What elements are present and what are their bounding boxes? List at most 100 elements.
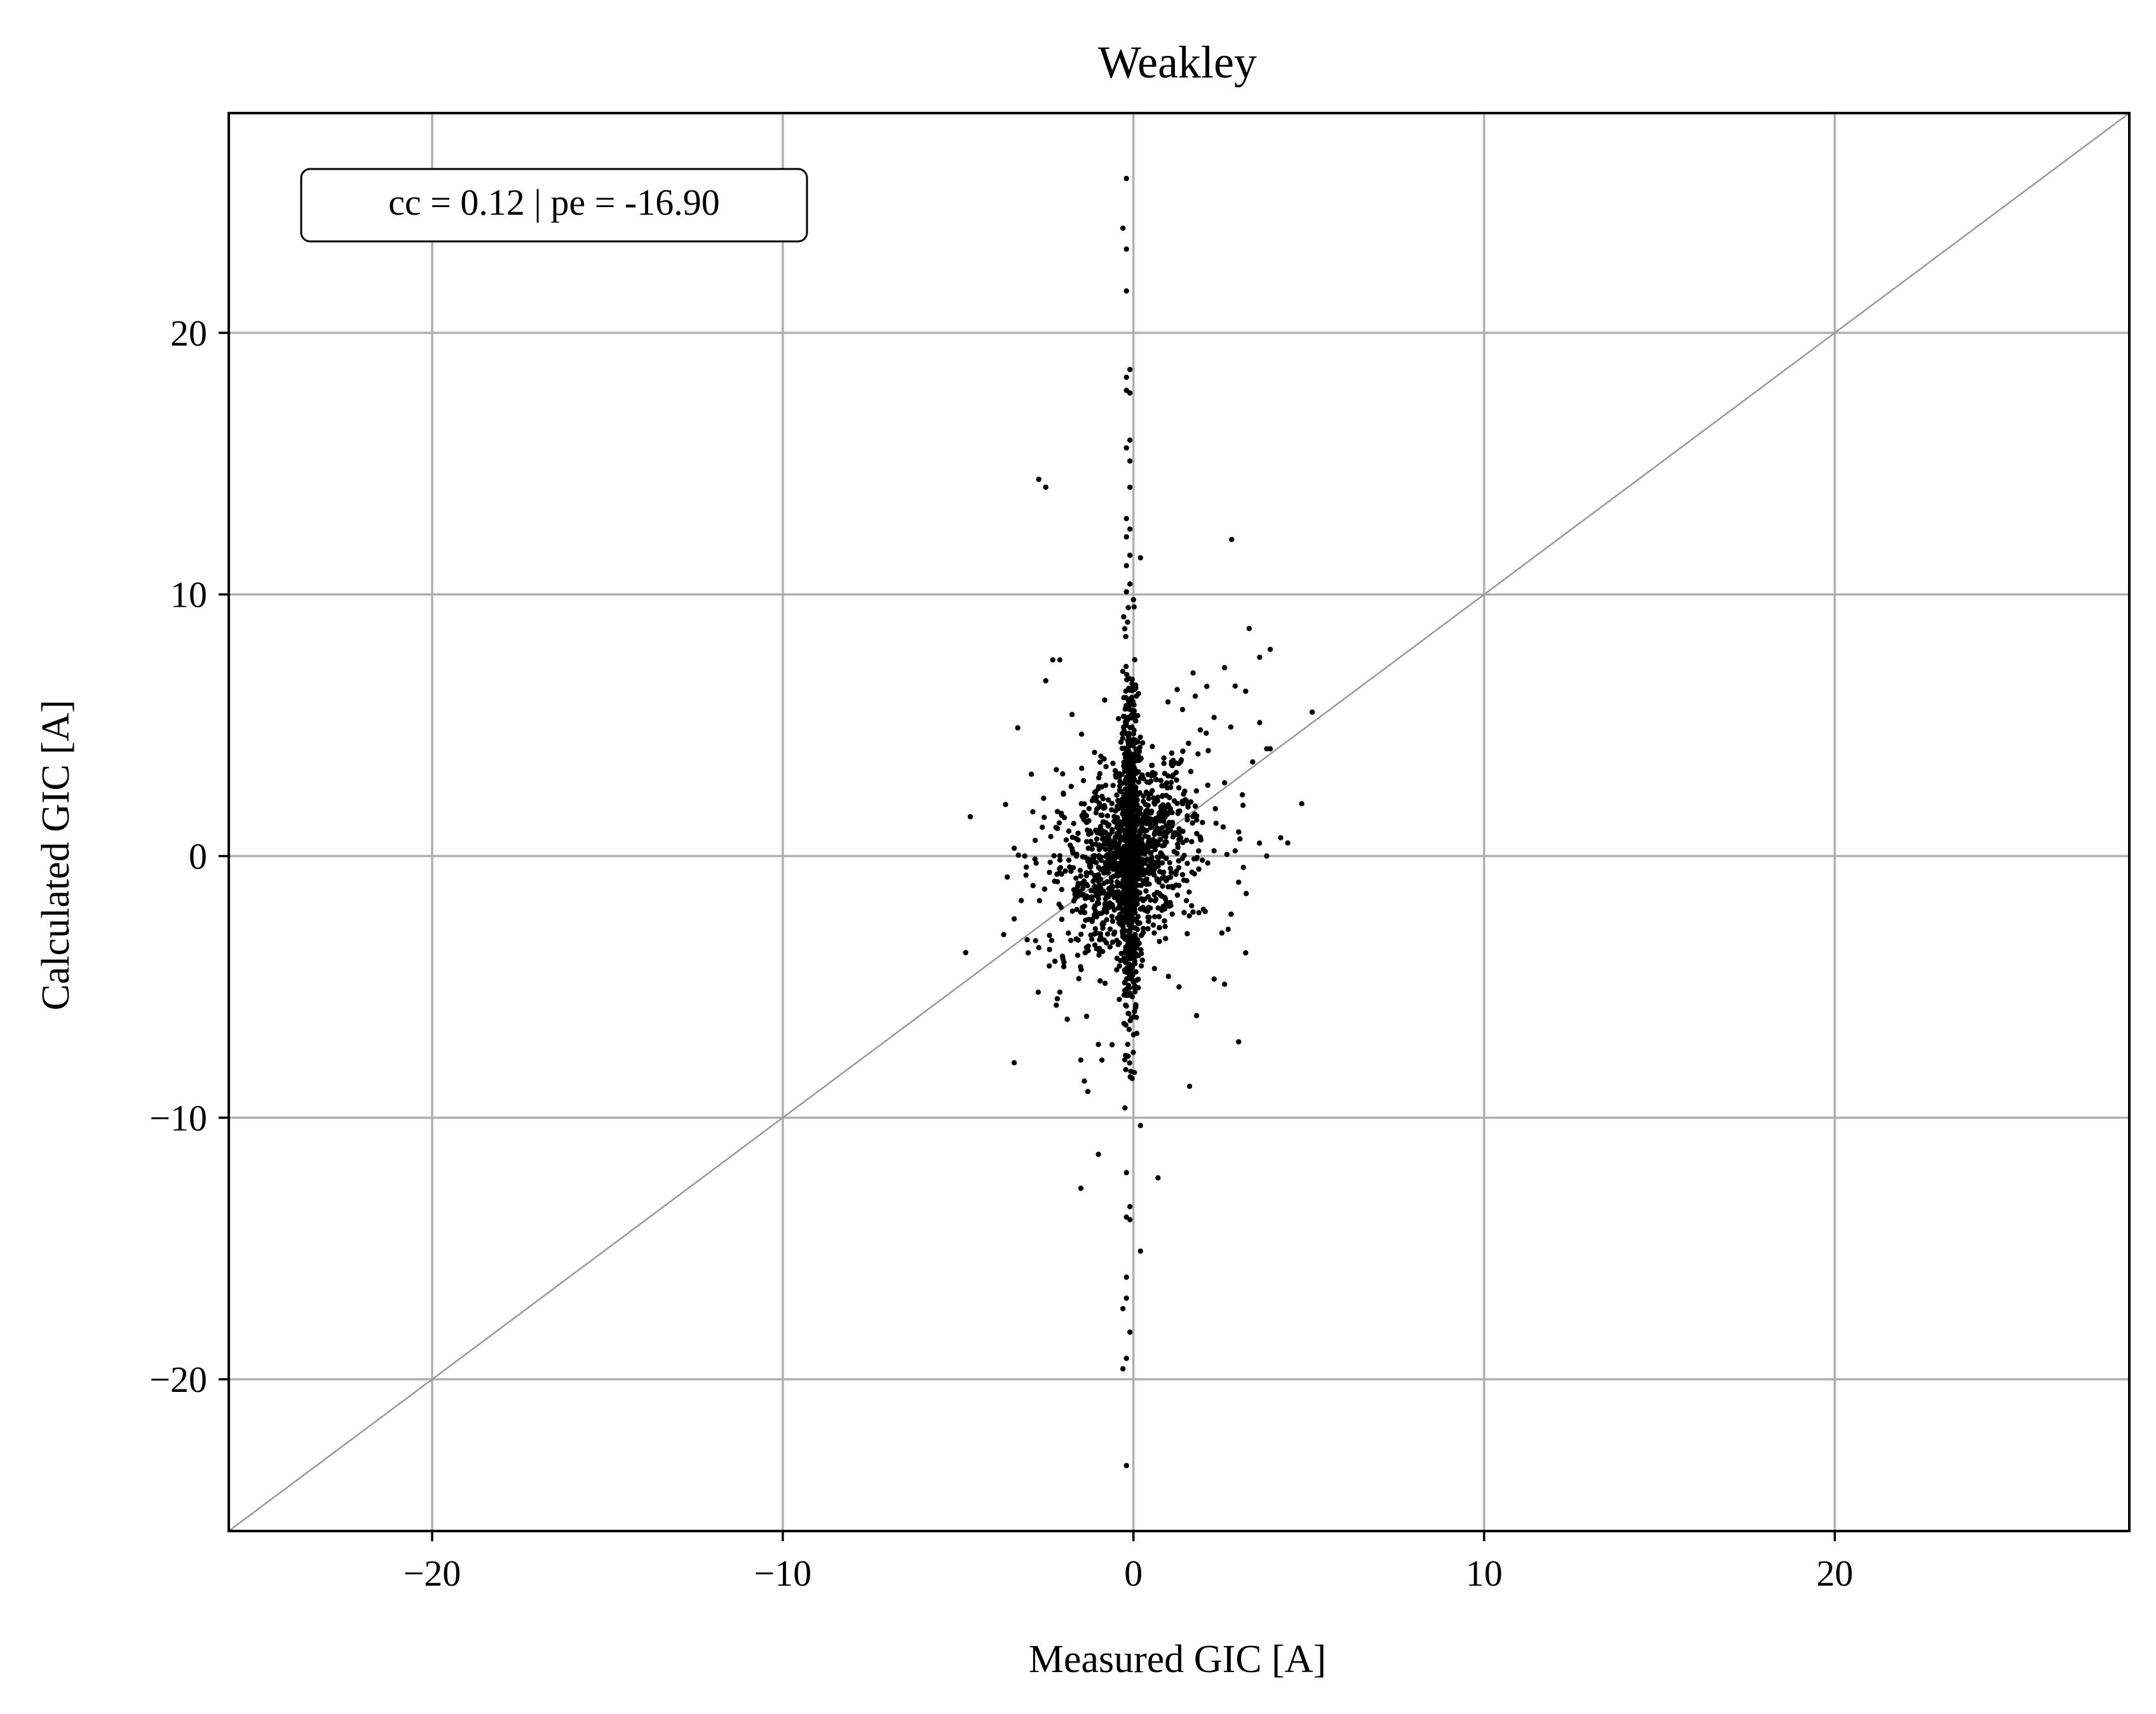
data-point xyxy=(1054,767,1059,773)
data-point xyxy=(1125,864,1131,870)
data-point xyxy=(1170,820,1176,826)
data-point xyxy=(1154,863,1160,870)
data-point xyxy=(1128,896,1134,902)
data-point xyxy=(1011,846,1017,851)
data-point xyxy=(1083,873,1090,879)
data-point xyxy=(1194,830,1200,837)
data-point xyxy=(1257,720,1263,725)
data-point xyxy=(1132,713,1138,720)
data-point xyxy=(1123,445,1129,451)
data-point xyxy=(1133,1004,1139,1011)
data-point xyxy=(1137,555,1144,561)
data-point xyxy=(1109,914,1115,919)
data-point xyxy=(1123,516,1129,522)
data-point xyxy=(1195,751,1201,757)
data-point xyxy=(1164,875,1170,882)
data-point xyxy=(1115,893,1121,899)
data-point xyxy=(1170,834,1176,840)
data-point xyxy=(1222,780,1228,786)
data-point xyxy=(1128,947,1134,952)
x-tick-label: −10 xyxy=(754,1553,812,1594)
data-point xyxy=(1134,693,1139,699)
data-point xyxy=(1224,851,1230,858)
data-point xyxy=(1131,807,1137,813)
data-point xyxy=(1127,1217,1133,1223)
data-point xyxy=(1190,670,1196,676)
data-point xyxy=(1123,887,1129,894)
data-point xyxy=(1054,1002,1059,1008)
data-point xyxy=(1134,953,1140,959)
data-point xyxy=(1109,827,1115,833)
data-point xyxy=(1129,955,1134,961)
data-point xyxy=(1078,931,1084,937)
data-point xyxy=(1089,919,1095,924)
data-point xyxy=(1162,924,1168,929)
data-point xyxy=(1101,881,1107,886)
data-point xyxy=(1200,820,1205,825)
data-point xyxy=(1023,872,1029,878)
data-point xyxy=(1142,896,1148,902)
data-point xyxy=(1127,790,1133,795)
data-point xyxy=(1057,853,1063,859)
data-point xyxy=(1229,537,1235,543)
data-point xyxy=(1134,752,1140,759)
data-point xyxy=(1123,1462,1129,1469)
data-point xyxy=(1047,933,1052,938)
data-point xyxy=(1036,945,1042,950)
data-point xyxy=(1153,776,1159,782)
data-points xyxy=(963,175,1315,1469)
data-point xyxy=(1133,969,1139,975)
data-point xyxy=(1129,752,1135,758)
data-point xyxy=(1074,886,1080,893)
data-point xyxy=(1123,663,1129,670)
data-point xyxy=(1050,657,1056,663)
data-point xyxy=(1149,762,1155,768)
data-point xyxy=(1123,950,1129,955)
data-point xyxy=(1220,824,1226,830)
data-point xyxy=(1123,563,1129,569)
data-point xyxy=(1165,973,1172,980)
data-point xyxy=(1123,175,1129,182)
data-point xyxy=(1165,773,1171,779)
data-point xyxy=(1101,921,1107,927)
data-point xyxy=(1028,771,1034,777)
data-point xyxy=(1116,963,1122,969)
data-point xyxy=(1165,811,1170,818)
data-point xyxy=(1134,1015,1139,1020)
data-point xyxy=(1156,925,1162,931)
data-point xyxy=(1182,788,1188,794)
data-point xyxy=(1092,889,1099,895)
data-point xyxy=(1070,865,1076,871)
data-point xyxy=(1125,1011,1131,1016)
data-point xyxy=(1174,687,1180,692)
data-point xyxy=(1240,865,1247,870)
data-point xyxy=(1179,872,1186,878)
data-point xyxy=(1102,901,1108,907)
data-point xyxy=(1142,802,1148,807)
data-point xyxy=(1127,390,1133,396)
data-point xyxy=(1125,917,1132,923)
data-point xyxy=(1129,965,1136,971)
data-point xyxy=(1047,963,1052,969)
data-point xyxy=(1095,896,1102,901)
data-point xyxy=(1139,860,1145,866)
data-point xyxy=(1024,937,1030,943)
data-point xyxy=(1078,967,1084,973)
data-point xyxy=(1120,849,1125,855)
data-point xyxy=(1104,852,1110,858)
data-point xyxy=(1264,853,1270,859)
data-point xyxy=(1066,828,1072,834)
data-point xyxy=(1117,916,1123,922)
data-point xyxy=(1105,870,1111,876)
data-point xyxy=(1075,830,1081,836)
data-point xyxy=(1310,709,1315,715)
data-point xyxy=(1015,852,1021,858)
data-point xyxy=(1120,713,1127,719)
data-point xyxy=(1181,910,1187,915)
data-point xyxy=(1123,534,1129,540)
data-point xyxy=(1179,706,1186,713)
data-point xyxy=(1082,903,1088,909)
data-point xyxy=(1132,821,1137,828)
data-point xyxy=(1098,812,1104,818)
data-point xyxy=(1097,855,1102,861)
